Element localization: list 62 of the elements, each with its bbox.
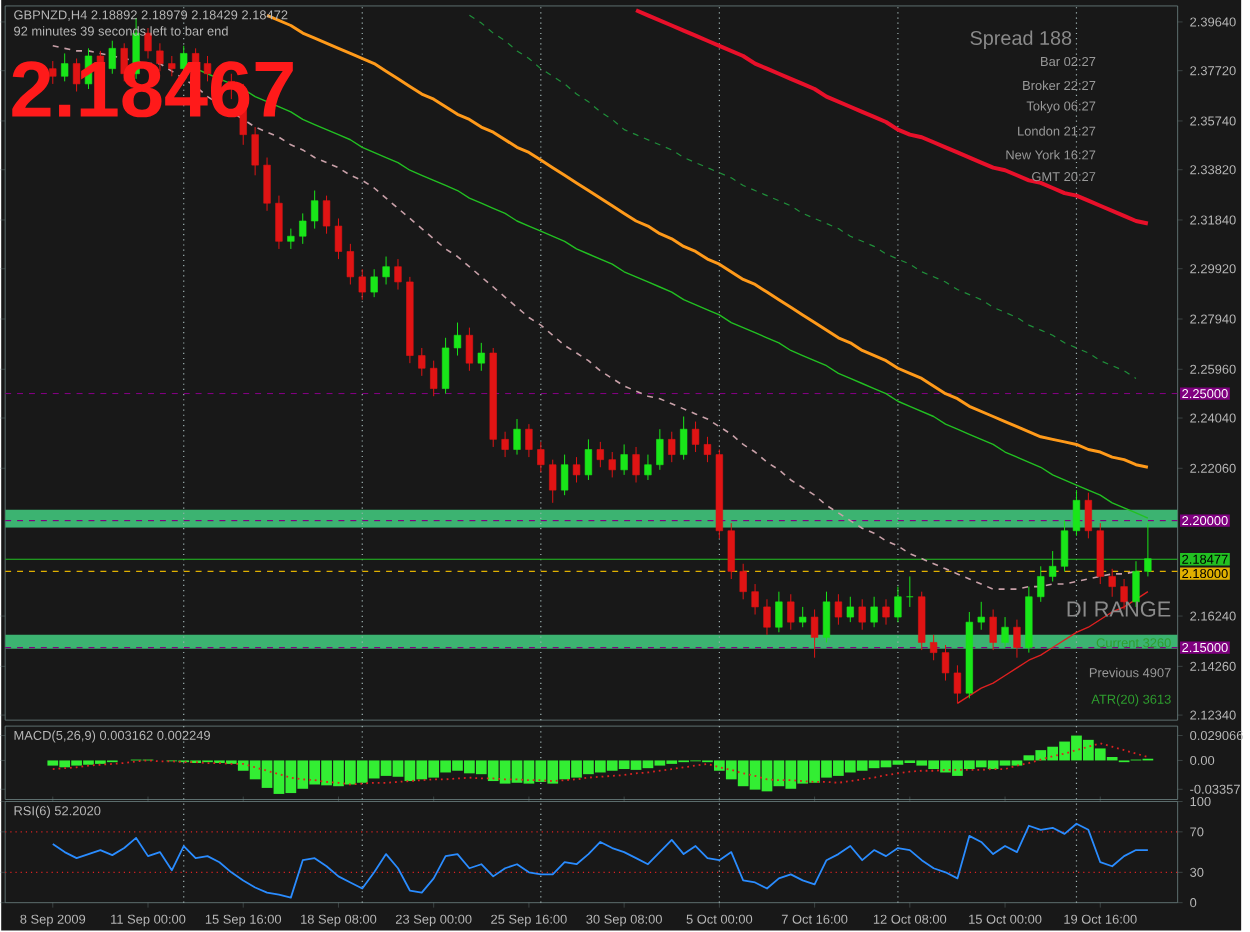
candlestick [1108, 567, 1116, 597]
candlestick [727, 522, 735, 580]
candlestick [680, 415, 688, 460]
candlestick [763, 598, 771, 635]
candlestick [299, 212, 307, 244]
candlestick [846, 595, 854, 623]
candlestick [656, 428, 664, 470]
candlestick [537, 440, 545, 473]
annotation: Spread 188 [970, 29, 1072, 49]
candlestick [263, 156, 271, 211]
candlestick [596, 440, 604, 468]
candlestick [358, 268, 366, 300]
candlestick [549, 458, 557, 503]
candlestick [608, 451, 616, 478]
candlestick [1144, 522, 1152, 577]
candlestick [810, 608, 819, 658]
candlestick [311, 189, 319, 229]
candlestick [870, 595, 878, 628]
candlestick [560, 453, 569, 496]
candlestick [584, 438, 593, 480]
candlestick [370, 268, 378, 298]
candlestick [346, 242, 354, 285]
candlestick [882, 598, 890, 625]
candlestick [668, 430, 676, 463]
candlestick [275, 194, 283, 249]
candlestick [644, 453, 652, 480]
candlestick [453, 321, 462, 356]
candlestick [822, 590, 831, 643]
candlestick [287, 227, 295, 249]
candlestick [799, 605, 807, 628]
candlestick [501, 430, 509, 458]
candlestick [382, 255, 390, 285]
candlestick [775, 590, 783, 633]
candlestick [858, 598, 866, 630]
candlestick [620, 443, 628, 475]
candlestick [1001, 616, 1009, 648]
candlestick [918, 590, 926, 651]
candlestick [418, 346, 426, 376]
candlestick [430, 359, 438, 397]
candlestick [1037, 565, 1045, 602]
candlestick [834, 593, 843, 625]
candlestick [739, 562, 747, 600]
candlestick [477, 341, 485, 371]
candlestick [1013, 618, 1021, 658]
candlestick [1084, 491, 1092, 539]
candlestick [1096, 522, 1104, 585]
candlestick [894, 585, 902, 623]
candlestick [441, 336, 450, 394]
candlestick [525, 423, 533, 458]
candlestick [989, 608, 997, 651]
candlestick [751, 583, 759, 615]
candlestick [394, 258, 402, 290]
candlestick [465, 326, 474, 371]
candlestick [251, 126, 259, 176]
candlestick [977, 600, 985, 630]
candlestick [513, 418, 521, 455]
candlestick [632, 446, 640, 483]
candlestick [930, 633, 938, 661]
candlestick [144, 27, 152, 59]
candlestick [787, 593, 795, 630]
candlestick [1049, 550, 1057, 582]
candlestick [572, 456, 581, 483]
